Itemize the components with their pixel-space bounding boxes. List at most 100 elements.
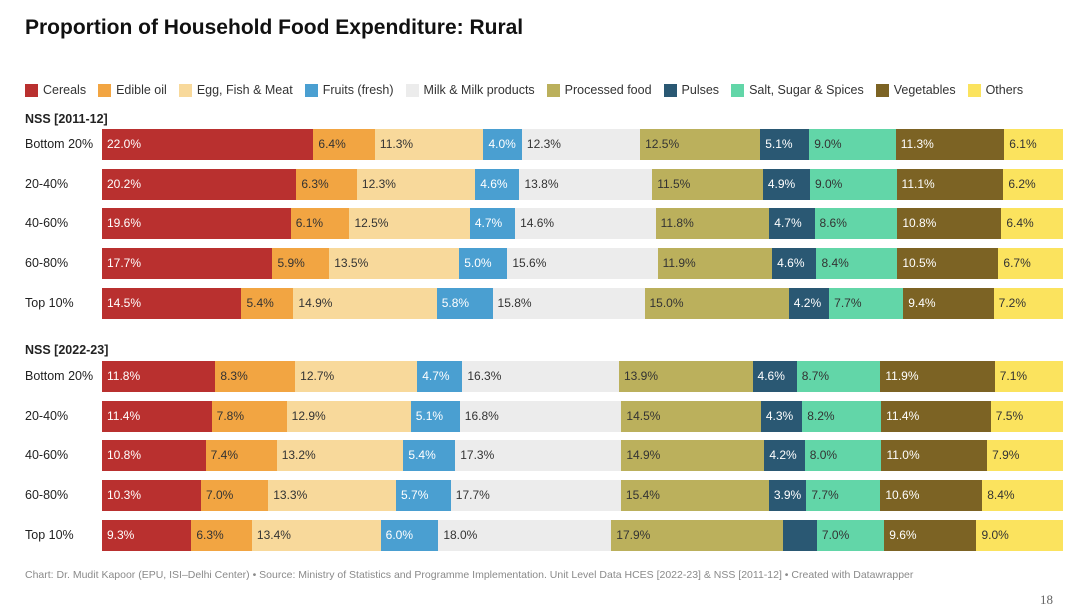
bar-segment: 4.9%	[762, 169, 810, 200]
bar-segment: 13.8%	[519, 169, 653, 200]
data-label: 6.1%	[295, 216, 324, 230]
legend-swatch	[25, 83, 38, 97]
bar-segment: 7.8%	[211, 401, 287, 432]
bar-segment: 7.0%	[200, 480, 269, 511]
bar-segment: 13.3%	[268, 480, 397, 511]
data-label: 14.9%	[298, 296, 333, 310]
data-label: 9.6%	[889, 528, 917, 542]
legend-label: Others	[985, 83, 1024, 97]
stacked-bar: 9.3% 6.3% 13.4% 6.0% 18.0% 17.9% 7.0% 9.6% 9.0%	[102, 520, 1063, 551]
legend-label: Vegetables	[893, 83, 956, 97]
bar-segment: 14.5%	[621, 401, 761, 432]
bar-segment: 8.3%	[215, 361, 296, 392]
data-label: 8.2%	[807, 409, 835, 423]
data-label: 15.8%	[497, 296, 532, 310]
data-label: 13.5%	[334, 256, 369, 270]
row-label: Bottom 20%	[25, 137, 94, 151]
stacked-bar: 11.4% 7.8% 12.9% 5.1% 16.8% 14.5% 4.3% 8.2% 11.4…	[102, 401, 1063, 432]
legend-label: Fruits (fresh)	[322, 83, 394, 97]
bar-segment: 8.4%	[982, 480, 1063, 511]
data-label: 4.0%	[488, 137, 516, 151]
legend-item: Egg, Fish & Meat	[178, 83, 293, 97]
bar-segment: 10.8%	[102, 440, 206, 471]
bar-segment: 9.6%	[884, 520, 977, 551]
data-label: 11.3%	[379, 137, 414, 151]
bar-segment: 5.4%	[403, 440, 456, 471]
data-label: 7.2%	[998, 296, 1026, 310]
bar-segment: 6.1%	[290, 208, 350, 239]
row-label: Bottom 20%	[25, 369, 94, 383]
bar-segment: 5.7%	[396, 480, 451, 511]
row-label: 40-60%	[25, 216, 69, 230]
data-label: 4.6%	[757, 369, 785, 383]
bar-segment: 14.5%	[102, 288, 242, 319]
bar-segment: 12.3%	[521, 129, 641, 160]
data-label: 12.9%	[291, 409, 326, 423]
stacked-bar: 10.8% 7.4% 13.2% 5.4% 17.3% 14.9% 4.2% 8.0% 11.0…	[102, 440, 1063, 471]
legend-swatch	[98, 83, 112, 97]
row-label: 60-80%	[25, 256, 69, 270]
data-label: 11.8%	[660, 216, 694, 230]
bar-segment: 8.0%	[804, 440, 882, 471]
bar-segment: 17.7%	[102, 248, 273, 279]
data-label: 6.3%	[301, 177, 329, 191]
legend-label: Egg, Fish & Meat	[196, 83, 293, 97]
data-label: 17.9%	[616, 528, 651, 542]
bar-segment: 9.0%	[809, 169, 897, 200]
bar-segment: 10.6%	[880, 480, 983, 511]
bar-segment: 22.0%	[102, 129, 314, 160]
data-label: 10.5%	[902, 256, 937, 270]
bar-segment: 11.3%	[895, 129, 1005, 160]
bar-segment: 11.9%	[657, 248, 773, 279]
data-label: 15.0%	[649, 296, 684, 310]
data-label: 9.0%	[981, 528, 1009, 542]
bar-segment: 14.9%	[621, 440, 765, 471]
legend-label: Salt, Sugar & Spices	[749, 83, 864, 97]
bar-segment: 8.4%	[816, 248, 898, 279]
bar-segment: 11.8%	[102, 361, 216, 392]
legend-swatch	[405, 83, 419, 97]
data-label: 4.9%	[767, 177, 796, 191]
bar-segment: 11.4%	[102, 401, 212, 432]
data-label: 5.1%	[765, 137, 793, 151]
data-label: 6.1%	[1009, 137, 1037, 151]
data-label: 8.7%	[801, 369, 830, 383]
row-label: Top 10%	[25, 528, 74, 542]
bar-segment: 5.4%	[241, 288, 294, 319]
data-label: 9.3%	[107, 528, 135, 542]
data-label: 8.4%	[987, 488, 1015, 502]
stacked-bar: 22.0% 6.4% 11.3% 4.0% 12.3% 12.5% 5.1% 9.0% 11.3…	[102, 129, 1063, 160]
legend-item: Milk & Milk products	[405, 83, 535, 97]
data-label: 14.6%	[520, 216, 555, 230]
bar-segment: 9.3%	[102, 520, 192, 551]
bar-segment: 7.7%	[806, 480, 881, 511]
legend-label: Edible oil	[116, 83, 167, 97]
bar-segment: 5.1%	[760, 129, 810, 160]
data-label: 6.7%	[1003, 256, 1031, 270]
bar-segment: 17.7%	[450, 480, 621, 511]
data-label: 11.3%	[900, 137, 934, 151]
legend-item: Others	[967, 83, 1024, 97]
data-label: 11.9%	[885, 369, 919, 383]
bar-segment: 6.0%	[380, 520, 439, 551]
data-label: 15.4%	[625, 488, 660, 502]
data-label: 15.6%	[512, 256, 547, 270]
data-label: 7.4%	[210, 448, 239, 462]
row-label: 20-40%	[25, 177, 69, 191]
data-label: 14.5%	[107, 296, 142, 310]
data-label: 13.2%	[281, 448, 316, 462]
bar-segment: 14.9%	[293, 288, 437, 319]
stacked-bar: 19.6% 6.1% 12.5% 4.7% 14.6% 11.8% 4.7% 8.6% 10.8…	[102, 208, 1063, 239]
data-label: 6.0%	[385, 528, 414, 542]
data-label: 7.1%	[999, 369, 1028, 383]
data-label: 5.4%	[408, 448, 436, 462]
bar-segment: 7.4%	[205, 440, 277, 471]
source-note: Chart: Dr. Mudit Kapoor (EPU, ISI–Delhi …	[25, 569, 914, 581]
data-label: 6.3%	[196, 528, 224, 542]
data-label: 7.5%	[995, 409, 1024, 423]
bar-segment: 15.8%	[492, 288, 645, 319]
legend-item: Fruits (fresh)	[304, 83, 394, 97]
bar-segment: 13.5%	[329, 248, 460, 279]
bar-segment: 12.3%	[356, 169, 476, 200]
bar-segment: 8.7%	[796, 361, 881, 392]
